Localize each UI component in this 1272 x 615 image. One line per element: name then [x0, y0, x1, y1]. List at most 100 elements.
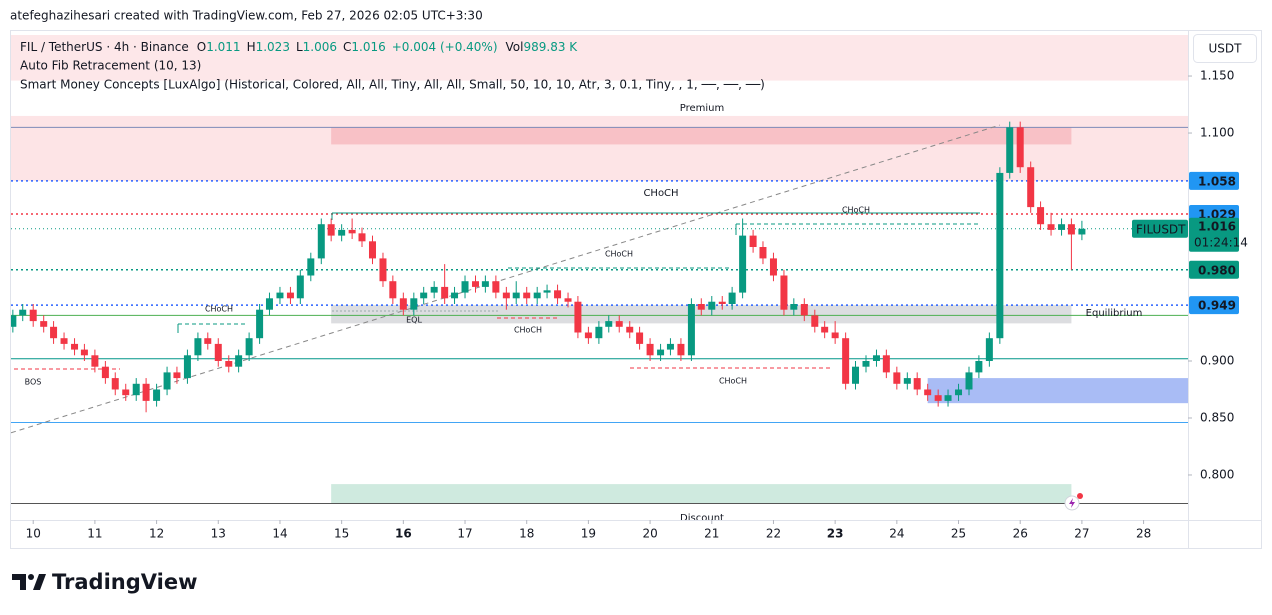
candle-body	[842, 338, 850, 384]
candle-body	[399, 298, 407, 310]
candle-body	[749, 235, 757, 248]
candle-body	[718, 301, 726, 305]
candle-body	[739, 235, 747, 293]
x-tick-label: 23	[827, 527, 844, 541]
x-tick-label: 15	[334, 527, 349, 541]
candle-body	[708, 301, 716, 310]
symbol-tag: FILUSDT	[1136, 222, 1186, 236]
currency: USDT	[1209, 42, 1243, 56]
vol-value: 989.83 K	[523, 40, 578, 54]
candle-body	[194, 338, 202, 356]
candle-body	[872, 355, 880, 361]
x-tick-label: 24	[889, 527, 904, 541]
candle-body	[265, 298, 273, 310]
candle-body	[91, 355, 99, 367]
candle-body	[975, 360, 983, 373]
annotation: EQL	[406, 316, 422, 325]
candle-body	[955, 389, 963, 396]
candle-body	[605, 321, 613, 327]
candle-body	[615, 321, 623, 327]
h-value: 1.023	[256, 40, 290, 54]
change: +0.004 (+0.40%)	[392, 40, 498, 54]
candle-body	[461, 281, 469, 293]
l-name: L	[296, 40, 303, 54]
candle-body	[358, 233, 366, 242]
candle-body	[759, 247, 767, 259]
price-label-bg	[1189, 260, 1239, 279]
x-tick-label: 13	[211, 527, 226, 541]
candle-body	[646, 343, 654, 356]
x-tick-label: 27	[1074, 527, 1089, 541]
frame	[10, 30, 1262, 549]
price-label: 0.980	[1198, 263, 1236, 277]
annotation: CHoCH	[719, 377, 747, 386]
candle-body	[1047, 224, 1055, 230]
candle-body	[626, 326, 634, 333]
candle-body	[296, 275, 304, 299]
candle-body	[307, 258, 315, 276]
candle-body	[1016, 127, 1024, 168]
legend-ohlc: FIL / TetherUS · 4h · Binance O1.011 H1.02…	[20, 40, 578, 54]
candle-body	[924, 389, 932, 396]
annotation: BOS	[25, 378, 42, 387]
x-tick-label: 25	[951, 527, 966, 541]
y-tick-label: 0.900	[1200, 353, 1234, 367]
candle-body	[965, 372, 973, 390]
candle-body	[19, 309, 27, 316]
candle-body	[389, 281, 397, 299]
candle-body	[584, 332, 592, 339]
candle-body	[101, 366, 109, 379]
x-tick-label: 18	[519, 527, 534, 541]
candle-body	[636, 332, 644, 344]
candle-body	[1037, 207, 1045, 225]
x-tick-label: 28	[1136, 527, 1151, 541]
candle-body	[523, 292, 531, 299]
candle-body	[882, 355, 890, 373]
candle-body	[317, 224, 325, 259]
logo-icon	[12, 574, 46, 590]
annotation: Discount	[680, 513, 724, 524]
c-name: C	[343, 40, 351, 54]
candle-body	[451, 292, 459, 299]
l-value: 1.006	[303, 40, 337, 54]
candle-body	[1006, 127, 1014, 173]
candle-body	[111, 378, 119, 390]
last-price-bg	[1189, 217, 1239, 252]
x-tick-label: 16	[395, 527, 412, 541]
candle-body	[441, 286, 449, 299]
currency-button[interactable]	[1193, 34, 1257, 63]
candle-body	[214, 343, 222, 361]
last-price: 1.016	[1198, 219, 1236, 233]
candle-body	[153, 389, 161, 401]
candle-body	[173, 372, 181, 379]
candle-body	[430, 286, 438, 293]
candle-body	[769, 258, 777, 276]
candle-body	[533, 292, 541, 299]
candle-body	[29, 309, 37, 322]
x-tick-label: 26	[1013, 527, 1028, 541]
zone	[11, 115, 1188, 181]
credit: atefeghazihesari created with TradingVie…	[10, 9, 483, 23]
candle-body	[903, 378, 911, 384]
candle-body	[862, 360, 870, 367]
candle-body	[235, 355, 243, 367]
annotation: CHoCH	[514, 326, 542, 335]
candle-body	[338, 229, 346, 236]
symbol-tag-bg	[1132, 219, 1188, 238]
h-name: H	[247, 40, 256, 54]
candle-body	[420, 292, 428, 299]
candle-body	[800, 304, 808, 316]
candle-body	[80, 349, 88, 356]
candle-body	[790, 304, 798, 310]
candle-body	[11, 315, 17, 327]
candle-body	[132, 383, 140, 396]
candle-body	[71, 343, 79, 350]
candle-body	[697, 304, 705, 310]
y-tick-label: 0.850	[1200, 410, 1234, 424]
price-label-bg	[1189, 296, 1239, 315]
y-tick-label: 1.150	[1200, 69, 1234, 83]
annotation: Equilibrium	[1086, 308, 1143, 319]
candle-body	[276, 292, 284, 299]
